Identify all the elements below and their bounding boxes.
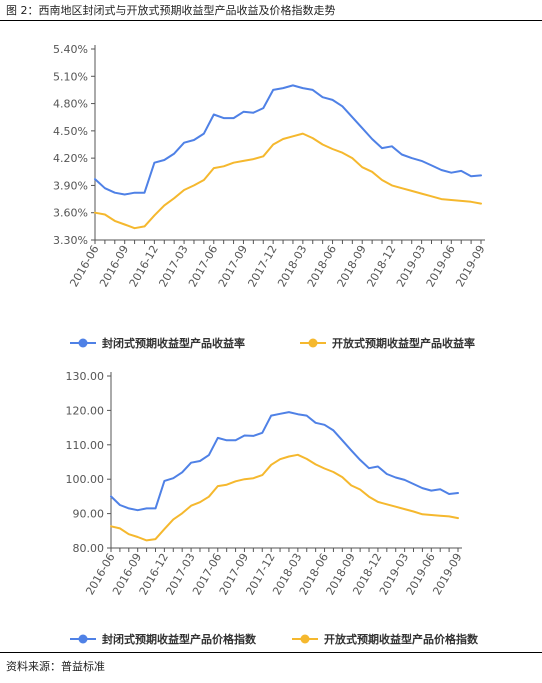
chart1-y-tick-label: 5.10% <box>53 70 88 83</box>
chart2-legend-label-2: 开放式预期收益型产品价格指数 <box>324 632 479 646</box>
chart2-y-tick-label: 130.00 <box>66 370 105 383</box>
chart1-y-tick-label: 5.40% <box>53 43 88 56</box>
figure-title: 图 2：西南地区封闭式与开放式预期收益型产品收益及价格指数走势 <box>6 4 336 17</box>
chart1-y-tick-label: 4.80% <box>53 98 88 111</box>
chart1-y-tick-label: 3.60% <box>53 207 88 220</box>
chart2-legend-marker-1 <box>78 634 88 644</box>
chart1-legend-label-1: 封闭式预期收益型产品收益率 <box>102 336 245 350</box>
chart2-legend-marker-2 <box>300 634 310 644</box>
chart1-x-tick-label: 2019-09 <box>453 243 487 289</box>
chart2-y-tick-label: 100.00 <box>66 473 105 486</box>
yield-line-chart: 3.30% 3.60% 3.90% 4.20% 4.50% 4.80% 5.10% 5.40%… <box>53 43 488 350</box>
chart2-y-tick-label: 110.00 <box>66 439 105 452</box>
chart1-series-line-2 <box>94 132 482 230</box>
chart1-y-tick-label: 3.30% <box>53 234 88 247</box>
chart1-y-tick-label: 4.50% <box>53 125 88 138</box>
chart2-series-line-1 <box>110 411 459 512</box>
chart2-legend-label-1: 封闭式预期收益型产品价格指数 <box>102 632 257 646</box>
chart2-y-tick-label: 90.00 <box>73 508 105 521</box>
source-note: 资料来源：普益标准 <box>6 660 105 673</box>
chart1-legend-marker-2 <box>308 338 318 348</box>
chart2-y-tick-label: 80.00 <box>73 542 105 555</box>
bottom-rule <box>0 652 542 653</box>
chart1-legend-marker-1 <box>78 338 88 348</box>
price-index-line-chart: 80.0090.00100.00110.00120.00130.002016-0… <box>66 370 479 646</box>
top-rule <box>0 20 542 21</box>
chart1-legend-label-2: 开放式预期收益型产品收益率 <box>332 336 475 350</box>
chart1-y-tick-label: 3.90% <box>53 179 88 192</box>
chart2-series-line-2 <box>110 453 459 542</box>
chart1-y-tick-label: 4.20% <box>53 152 88 165</box>
chart1-series-line-1 <box>94 84 482 196</box>
chart2-y-tick-label: 120.00 <box>66 404 105 417</box>
